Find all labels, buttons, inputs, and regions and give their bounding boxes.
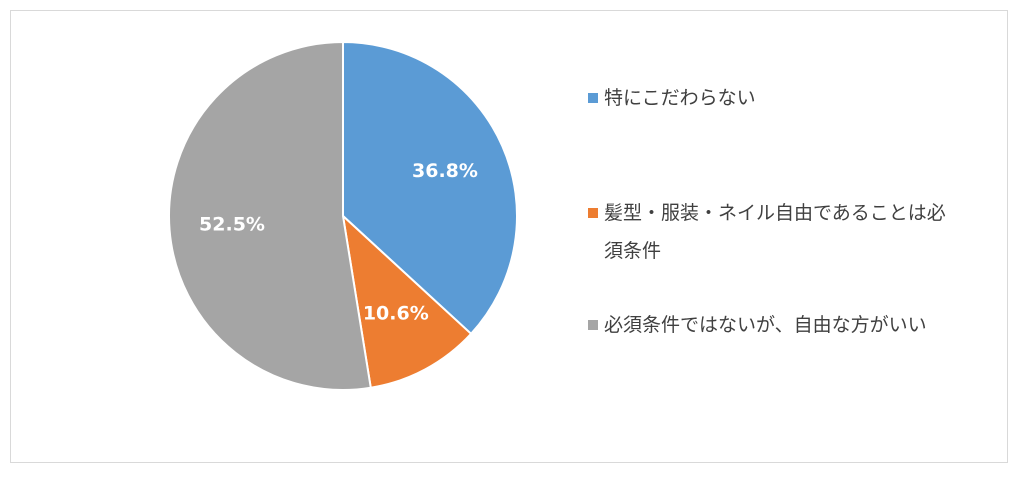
legend-swatch [588,208,598,218]
legend-label: 特にこだわらない [604,87,756,109]
legend-entry: 髪型・服装・ネイル自由であることは必須条件 [588,194,964,270]
data-label: 36.8% [412,160,478,182]
pie-slice [342,40,518,336]
legend-entry: 特にこだわらない [588,79,964,117]
data-label: 52.5% [199,213,265,235]
legend-label: 髪型・服装・ネイル自由であることは必須条件 [604,202,946,262]
data-label: 10.6% [363,303,429,325]
chart-frame [10,10,1008,463]
pie-slice [341,213,473,389]
legend-swatch [588,93,598,103]
legend-swatch [588,320,598,330]
legend-entry: 必須条件ではないが、自由な方がいい [588,306,964,344]
pie-slice [168,40,372,391]
legend-label: 必須条件ではないが、自由な方がいい [604,314,927,336]
